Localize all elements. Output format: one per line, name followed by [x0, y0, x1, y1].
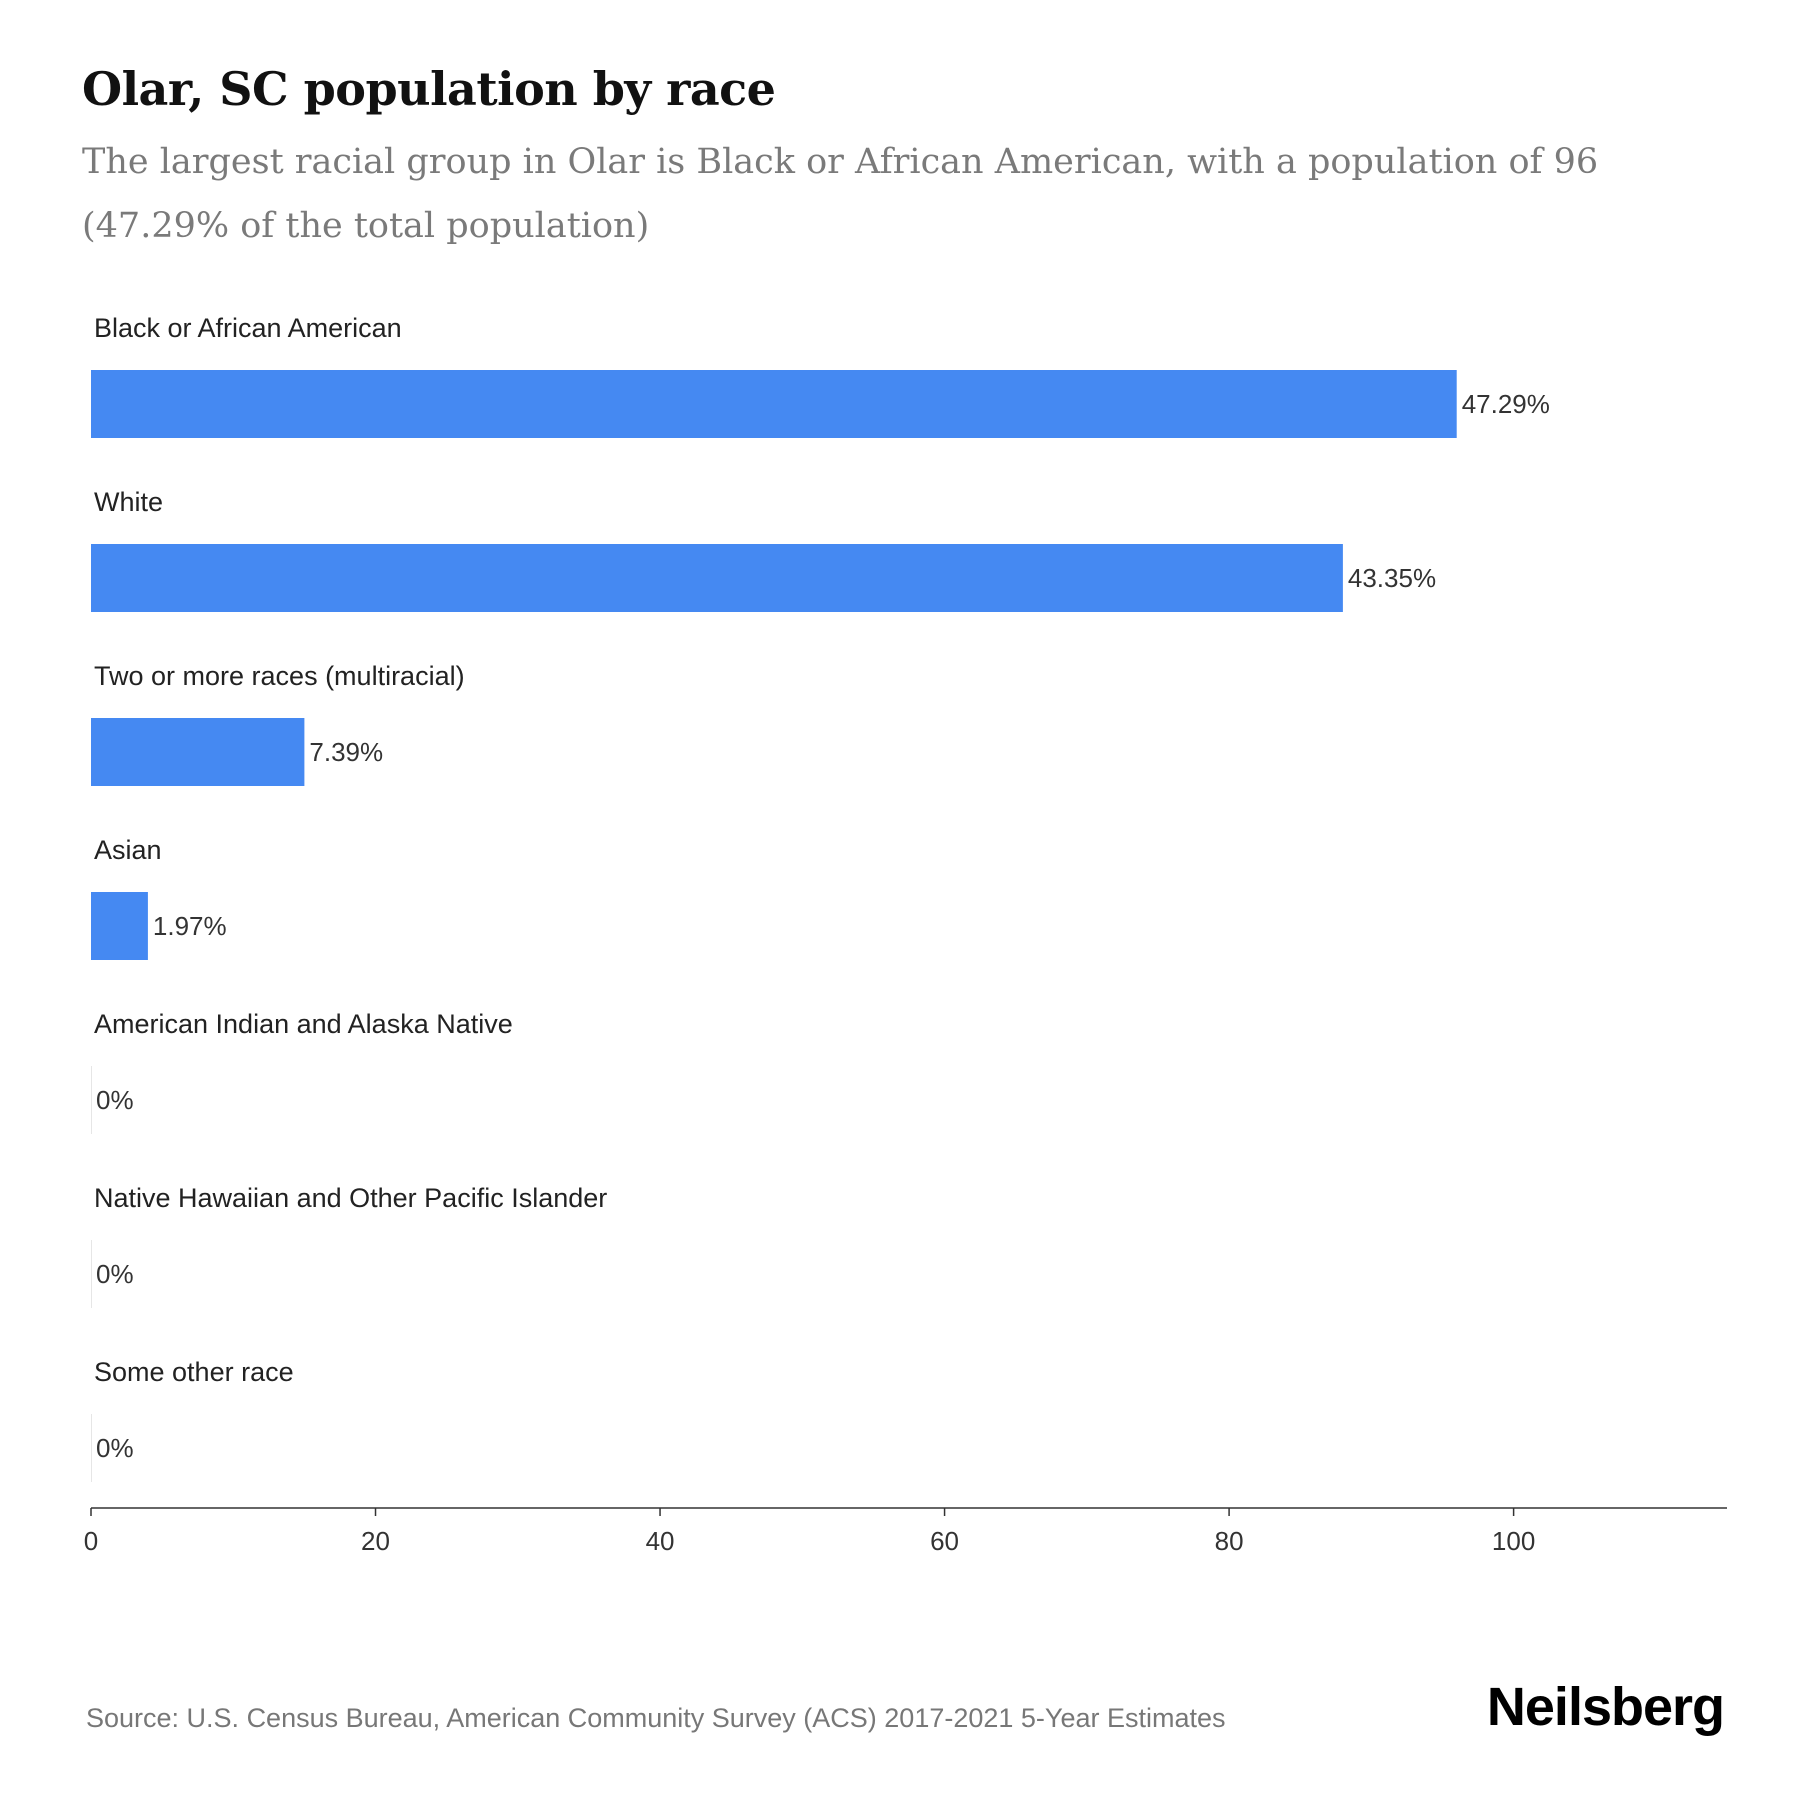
category-label: American Indian and Alaska Native	[94, 1009, 513, 1039]
category-label: Some other race	[94, 1357, 294, 1387]
value-label: 0%	[96, 1433, 134, 1463]
source-note: Source: U.S. Census Bureau, American Com…	[86, 1703, 1226, 1733]
x-tick-label: 40	[646, 1526, 675, 1556]
chart-title: Olar, SC population by race	[82, 62, 776, 116]
value-label: 7.39%	[309, 737, 383, 767]
value-label: 1.97%	[153, 911, 227, 941]
category-label: Two or more races (multiracial)	[94, 661, 465, 691]
x-tick-label: 100	[1492, 1526, 1535, 1556]
bar	[91, 544, 1343, 612]
category-label: Black or African American	[94, 313, 402, 343]
category-label: White	[94, 487, 163, 517]
chart-subtitle: The largest racial group in Olar is Blac…	[82, 142, 1599, 246]
value-label: 47.29%	[1462, 389, 1550, 419]
brand-logo: Neilsberg	[1486, 1677, 1725, 1737]
category-label: Asian	[94, 835, 162, 865]
x-tick-label: 20	[361, 1526, 390, 1556]
category-label: Native Hawaiian and Other Pacific Island…	[94, 1183, 607, 1213]
value-label: 43.35%	[1348, 563, 1436, 593]
bar	[91, 370, 1457, 438]
x-tick-label: 0	[84, 1526, 98, 1556]
x-tick-label: 60	[930, 1526, 959, 1556]
value-label: 0%	[96, 1259, 134, 1289]
x-tick-label: 80	[1215, 1526, 1244, 1556]
value-label: 0%	[96, 1085, 134, 1115]
bar	[91, 718, 305, 786]
bar	[91, 892, 148, 960]
